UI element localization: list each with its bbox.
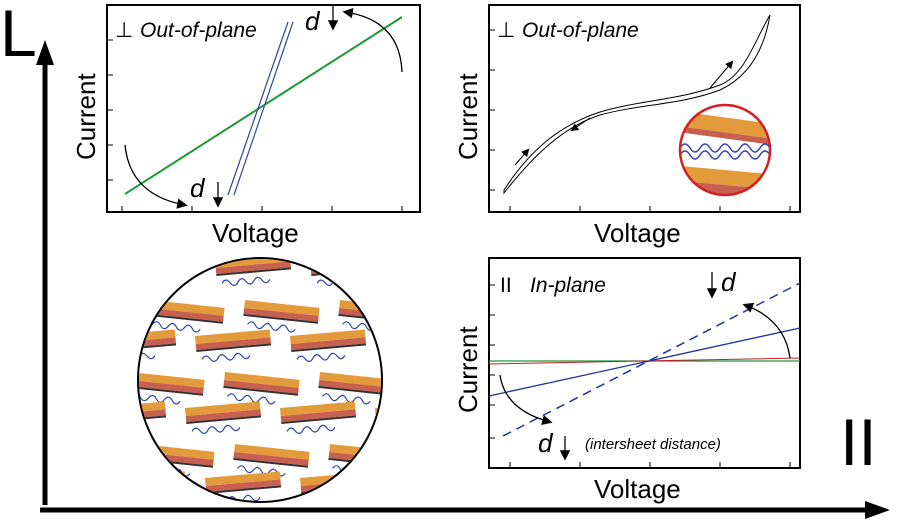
panel-title: Out-of-plane bbox=[522, 19, 639, 42]
annotation: d bbox=[538, 428, 554, 458]
panel-title: Out-of-plane bbox=[140, 19, 257, 42]
annotation: d bbox=[721, 267, 737, 297]
annotation: d bbox=[190, 173, 206, 203]
perp-symbol: L bbox=[0, 0, 37, 70]
par-symbol: II bbox=[840, 405, 877, 479]
panel-symbol: II bbox=[500, 274, 512, 297]
annotation: d bbox=[305, 6, 321, 36]
y-label: Current bbox=[71, 73, 101, 160]
y-label: Current bbox=[453, 73, 483, 160]
x-label: Voltage bbox=[594, 218, 681, 248]
annotation: (intersheet distance) bbox=[585, 436, 721, 453]
x-label: Voltage bbox=[212, 218, 299, 248]
x-label: Voltage bbox=[594, 474, 681, 504]
panel-symbol: ⊥ bbox=[497, 19, 515, 42]
panel-symbol: ⊥ bbox=[115, 19, 133, 42]
y-label: Current bbox=[453, 326, 483, 413]
panel-title: In-plane bbox=[530, 274, 606, 297]
